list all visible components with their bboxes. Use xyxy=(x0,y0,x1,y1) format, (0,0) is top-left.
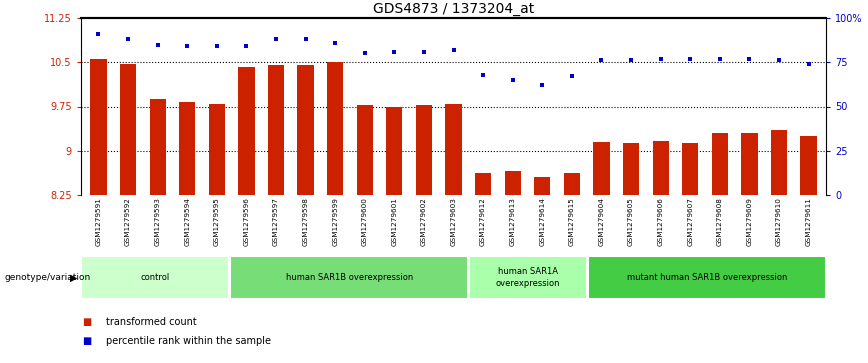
Bar xyxy=(416,105,432,195)
Point xyxy=(742,56,756,62)
Point xyxy=(91,31,105,37)
Text: GSM1279609: GSM1279609 xyxy=(746,197,753,246)
Text: GSM1279594: GSM1279594 xyxy=(184,197,190,246)
Bar xyxy=(623,143,639,195)
Point xyxy=(240,44,253,49)
Bar xyxy=(120,64,136,195)
Title: GDS4873 / 1373204_at: GDS4873 / 1373204_at xyxy=(373,1,534,16)
Bar xyxy=(90,59,107,195)
Point xyxy=(565,73,579,79)
Text: mutant human SAR1B overexpression: mutant human SAR1B overexpression xyxy=(627,273,787,282)
Point xyxy=(181,44,194,49)
Bar xyxy=(357,105,373,195)
Text: percentile rank within the sample: percentile rank within the sample xyxy=(106,335,271,346)
Bar xyxy=(594,142,609,195)
Text: human SAR1A
overexpression: human SAR1A overexpression xyxy=(496,268,561,287)
Point xyxy=(417,49,431,54)
Text: GSM1279601: GSM1279601 xyxy=(391,197,398,246)
Point xyxy=(624,58,638,64)
Text: GSM1279607: GSM1279607 xyxy=(687,197,694,246)
Text: GSM1279602: GSM1279602 xyxy=(421,197,427,246)
Text: GSM1279611: GSM1279611 xyxy=(806,197,812,246)
Text: genotype/variation: genotype/variation xyxy=(4,273,90,282)
Text: ▶: ▶ xyxy=(70,273,77,282)
Point xyxy=(802,61,816,67)
Bar xyxy=(504,171,521,195)
Bar xyxy=(149,99,166,195)
Bar xyxy=(712,133,728,195)
Bar xyxy=(230,256,468,299)
Bar xyxy=(563,172,580,195)
Bar xyxy=(327,62,344,195)
Text: ■: ■ xyxy=(82,317,91,327)
Text: GSM1279603: GSM1279603 xyxy=(450,197,457,246)
Point xyxy=(713,56,727,62)
Point xyxy=(683,56,697,62)
Text: GSM1279615: GSM1279615 xyxy=(569,197,575,246)
Bar xyxy=(445,104,462,195)
Bar xyxy=(741,133,758,195)
Point xyxy=(358,50,372,56)
Point xyxy=(387,49,401,54)
Point xyxy=(477,72,490,78)
Point xyxy=(269,36,283,42)
Text: GSM1279605: GSM1279605 xyxy=(628,197,634,246)
Point xyxy=(446,47,460,53)
Point xyxy=(122,36,135,42)
Bar xyxy=(298,65,313,195)
Text: GSM1279600: GSM1279600 xyxy=(362,197,368,246)
Bar xyxy=(239,67,254,195)
Text: transformed count: transformed count xyxy=(106,317,197,327)
Bar xyxy=(589,256,825,299)
Text: GSM1279612: GSM1279612 xyxy=(480,197,486,246)
Text: GSM1279604: GSM1279604 xyxy=(598,197,604,246)
Text: GSM1279608: GSM1279608 xyxy=(717,197,723,246)
Text: GSM1279599: GSM1279599 xyxy=(332,197,339,246)
Point xyxy=(328,40,342,46)
Text: GSM1279614: GSM1279614 xyxy=(539,197,545,246)
Bar xyxy=(386,106,403,195)
Text: control: control xyxy=(141,273,170,282)
Point xyxy=(151,42,165,48)
Text: GSM1279592: GSM1279592 xyxy=(125,197,131,246)
Point xyxy=(654,56,667,62)
Bar xyxy=(771,130,787,195)
Bar xyxy=(179,102,195,195)
Text: GSM1279591: GSM1279591 xyxy=(95,197,102,246)
Bar xyxy=(653,141,668,195)
Bar xyxy=(475,173,491,195)
Point xyxy=(772,58,786,64)
Point xyxy=(299,36,312,42)
Text: GSM1279598: GSM1279598 xyxy=(303,197,309,246)
Bar xyxy=(82,256,229,299)
Text: GSM1279606: GSM1279606 xyxy=(658,197,664,246)
Point xyxy=(595,58,608,64)
Bar xyxy=(800,136,817,195)
Text: GSM1279613: GSM1279613 xyxy=(510,197,516,246)
Text: GSM1279595: GSM1279595 xyxy=(214,197,220,246)
Text: GSM1279593: GSM1279593 xyxy=(155,197,161,246)
Bar xyxy=(682,143,699,195)
Text: GSM1279596: GSM1279596 xyxy=(243,197,249,246)
Bar xyxy=(268,65,284,195)
Point xyxy=(210,44,224,49)
Bar xyxy=(208,103,225,195)
Text: GSM1279597: GSM1279597 xyxy=(273,197,279,246)
Point xyxy=(506,77,520,83)
Text: human SAR1B overexpression: human SAR1B overexpression xyxy=(286,273,413,282)
Text: ■: ■ xyxy=(82,335,91,346)
Bar xyxy=(469,256,587,299)
Bar xyxy=(534,177,550,195)
Point xyxy=(536,82,549,88)
Text: GSM1279610: GSM1279610 xyxy=(776,197,782,246)
